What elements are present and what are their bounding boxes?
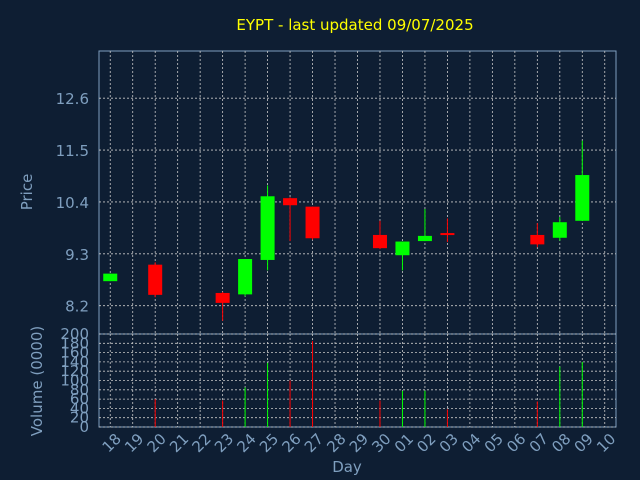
- price-tick-label: 11.5: [56, 142, 89, 160]
- volume-tick-label: 140: [60, 353, 89, 371]
- price-tick-label: 12.6: [56, 90, 89, 108]
- price-tick-label: 9.3: [65, 246, 89, 264]
- candle-body: [575, 175, 590, 221]
- candle-body: [372, 234, 387, 249]
- chart-title: EYPT - last updated 09/07/2025: [236, 16, 473, 34]
- candle-body: [552, 222, 567, 238]
- volume-tick-label: 160: [60, 344, 89, 362]
- candle-body: [215, 292, 230, 303]
- x-axis-label: Day: [332, 458, 362, 476]
- candle-body: [260, 196, 275, 260]
- volume-tick-label: 40: [70, 399, 89, 417]
- candle-body: [395, 241, 410, 256]
- price-tick-label: 8.2: [65, 298, 89, 316]
- volume-tick-label: 200: [60, 325, 89, 343]
- volume-tick-label: 60: [70, 390, 89, 408]
- price-tick-label: 10.4: [56, 194, 89, 212]
- candle-body: [283, 198, 298, 206]
- price-panel: 8.2 9.3 10.4 11.5 12.6: [56, 50, 617, 335]
- volume-tick-label: 80: [70, 381, 89, 399]
- volume-tick-label: 100: [60, 372, 89, 390]
- price-axis-label: Price: [18, 174, 36, 211]
- x-axis: 1819202122232425262728293001020304050607…: [99, 430, 620, 456]
- candle-body: [103, 273, 118, 282]
- candle-body: [440, 233, 455, 236]
- candle-body: [148, 264, 163, 295]
- volume-tick-label: 120: [60, 362, 89, 380]
- volume-tick-label: 0: [79, 418, 89, 436]
- volume-axis-label: Volume (0000): [28, 326, 46, 436]
- volume-tick-label: 20: [70, 409, 89, 427]
- candle-body: [238, 259, 253, 295]
- candle-body: [305, 206, 320, 239]
- candle-body: [417, 235, 432, 242]
- volume-tick-label: 180: [60, 334, 89, 352]
- candle-body: [530, 234, 545, 245]
